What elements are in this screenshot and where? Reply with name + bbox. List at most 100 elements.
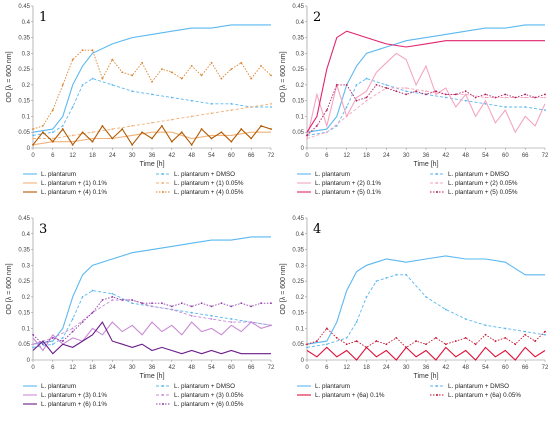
data-point xyxy=(365,77,368,80)
data-point xyxy=(325,131,328,134)
series-line xyxy=(32,290,272,348)
data-point xyxy=(131,125,134,127)
data-point xyxy=(365,346,368,349)
data-point xyxy=(494,340,497,342)
x-tick-label: 30 xyxy=(129,153,136,159)
data-point xyxy=(71,143,74,146)
data-point xyxy=(454,93,457,96)
data-point xyxy=(141,61,143,64)
legend-marker xyxy=(436,385,438,387)
data-point xyxy=(240,128,243,130)
y-axis-label: OD [λ = 600 nm] xyxy=(280,51,287,102)
data-point xyxy=(365,96,368,99)
data-point xyxy=(42,131,44,134)
x-tick-label: 36 xyxy=(149,153,156,159)
data-point xyxy=(425,90,427,93)
data-point xyxy=(111,299,114,301)
data-point xyxy=(425,93,427,96)
x-tick-label: 54 xyxy=(482,153,489,159)
data-point xyxy=(151,305,153,308)
x-tick-label: 72 xyxy=(268,153,275,159)
data-point xyxy=(345,83,348,86)
x-tick-label: 60 xyxy=(502,365,509,371)
data-point xyxy=(161,125,163,127)
legend-label: L. plantarum + (5) 0.1% xyxy=(315,189,381,196)
series-line xyxy=(33,103,272,139)
x-tick-label: 24 xyxy=(383,153,390,159)
data-point xyxy=(325,109,328,112)
x-tick-label: 54 xyxy=(482,365,489,371)
legend-marker xyxy=(436,173,438,175)
data-point xyxy=(316,340,318,342)
data-point xyxy=(170,71,173,74)
y-tick-label: 0.3 xyxy=(296,51,305,57)
data-point xyxy=(260,302,262,305)
data-point xyxy=(325,343,328,346)
data-point xyxy=(425,295,427,298)
data-point xyxy=(464,318,467,320)
data-point xyxy=(170,118,173,121)
data-point xyxy=(395,337,398,339)
data-point xyxy=(270,102,272,105)
x-tick-label: 54 xyxy=(208,365,215,371)
chart-panel-1: 0 6 12 18 24 30 36 42 48 54 60 66 72 0 0.05 0.1 0.15 0.2 0… xyxy=(6,4,275,196)
x-tick-label: 24 xyxy=(383,365,390,371)
data-point xyxy=(250,77,253,80)
data-point xyxy=(524,96,527,99)
x-tick-label: 6 xyxy=(51,365,55,371)
series-line xyxy=(32,321,272,352)
y-tick-label: 0.2 xyxy=(296,295,305,301)
data-point xyxy=(210,61,213,64)
y-tick-label: 0.25 xyxy=(292,279,304,285)
data-point xyxy=(250,106,253,108)
x-tick-label: 66 xyxy=(522,153,529,159)
legend-label: L. plantarum xyxy=(41,383,76,390)
x-tick-label: 18 xyxy=(89,153,96,159)
data-point xyxy=(32,137,34,140)
y-tick-label: 0.15 xyxy=(18,311,30,317)
data-point xyxy=(220,302,223,305)
data-point xyxy=(375,83,378,86)
y-tick-label: 0.1 xyxy=(296,326,305,332)
data-point xyxy=(151,93,153,96)
data-point xyxy=(544,93,546,96)
data-point xyxy=(365,295,368,298)
data-point xyxy=(61,337,64,339)
data-point xyxy=(121,299,124,301)
y-tick-label: 0.45 xyxy=(18,4,30,10)
data-point xyxy=(260,65,262,67)
data-point xyxy=(435,337,437,339)
data-point xyxy=(111,83,114,86)
legend-label: L. plantarum + (2) 0.1% xyxy=(315,180,381,187)
data-point xyxy=(484,333,487,336)
x-tick-label: 30 xyxy=(129,365,136,371)
x-tick-label: 6 xyxy=(51,153,55,159)
data-point xyxy=(504,106,507,108)
data-point xyxy=(32,343,34,346)
data-point xyxy=(190,99,193,102)
x-axis-label: Time [h] xyxy=(413,161,438,168)
data-point xyxy=(524,333,527,336)
x-tick-label: 48 xyxy=(462,365,469,371)
data-point xyxy=(375,280,378,283)
data-point xyxy=(306,343,308,346)
panel-number: 4 xyxy=(313,222,321,237)
x-tick-label: 12 xyxy=(69,153,76,159)
y-tick-label: 0.05 xyxy=(292,130,304,136)
data-point xyxy=(504,327,507,330)
data-point xyxy=(524,93,527,96)
data-point xyxy=(51,343,54,346)
x-tick-label: 48 xyxy=(188,365,195,371)
data-point xyxy=(484,102,487,105)
legend-label: L. plantarum + (4) 0.1% xyxy=(41,189,107,196)
data-point xyxy=(385,343,388,346)
series-line xyxy=(32,24,271,133)
legend-label: L. plantarum + (1) 0.1% xyxy=(41,180,107,187)
legend-label: L. plantarum + DMSO xyxy=(174,171,235,178)
x-tick-label: 60 xyxy=(502,153,509,159)
data-point xyxy=(91,311,94,314)
data-point xyxy=(220,131,223,134)
panel-number: 2 xyxy=(313,10,321,25)
chart-panel-3: 0 6 12 18 24 30 36 42 48 54 60 66 72 0 0.05 0.1 0.15 0.2 0… xyxy=(6,216,275,408)
y-tick-label: 0.4 xyxy=(296,20,305,26)
